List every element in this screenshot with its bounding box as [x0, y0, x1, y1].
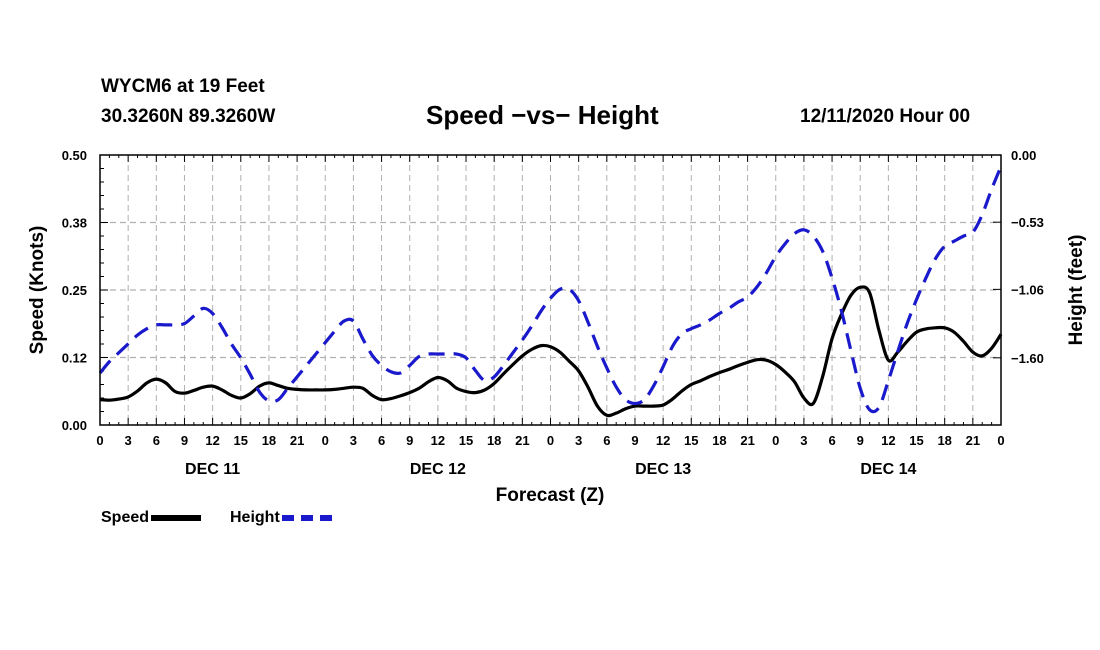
y-left-axis-title: Speed (Knots): [27, 226, 48, 355]
day-label: DEC 13: [635, 461, 691, 478]
x-tick-label: 9: [406, 433, 413, 448]
x-tick-label: 21: [966, 433, 980, 448]
legend-speed: Speed: [101, 509, 202, 527]
day-label: DEC 14: [860, 461, 916, 478]
x-tick-label: 21: [740, 433, 754, 448]
x-tick-label: 18: [712, 433, 726, 448]
chart-title: Speed −vs− Height: [426, 100, 659, 130]
coordinates-label: 30.3260N 89.3260W: [101, 106, 276, 127]
series-line-height: [98, 165, 1003, 414]
x-tick-label: 9: [631, 433, 638, 448]
forecast-datetime: 12/11/2020 Hour 00: [800, 106, 971, 127]
legend-speed-label: Speed: [101, 509, 150, 526]
x-tick-label: 15: [459, 433, 473, 448]
x-tick-label: 0: [322, 433, 329, 448]
station-label: WYCM6 at 19 Feet: [101, 76, 265, 97]
x-tick-label: 6: [603, 433, 610, 448]
x-tick-label: 12: [881, 433, 895, 448]
x-tick-label: 6: [153, 433, 160, 448]
series-line-speed: [99, 285, 1003, 418]
x-tick-label: 3: [350, 433, 357, 448]
x-tick-label: 9: [181, 433, 188, 448]
y-left-tick-label: 0.12: [62, 351, 87, 366]
x-tick-label: 12: [656, 433, 670, 448]
y-left-tick-label: 0.25: [62, 283, 87, 298]
y-right-tick-label: 0.00: [1011, 148, 1036, 163]
legend-height-label: Height: [230, 509, 280, 526]
x-tick-label: 18: [262, 433, 276, 448]
y-right-tick-label: −1.60: [1011, 351, 1044, 366]
y-left-tick-label: 0.00: [62, 418, 87, 433]
legend-speed-swatch: [151, 515, 202, 521]
y-right-tick-label: −1.06: [1011, 282, 1044, 297]
x-tick-label: 18: [487, 433, 501, 448]
x-tick-label: 0: [997, 433, 1004, 448]
x-tick-label: 12: [205, 433, 219, 448]
x-tick-label: 0: [772, 433, 779, 448]
legend-height-swatch: [281, 515, 332, 521]
x-tick-label: 21: [290, 433, 304, 448]
x-tick-label: 12: [431, 433, 445, 448]
x-tick-label: 3: [575, 433, 582, 448]
x-tick-label: 3: [800, 433, 807, 448]
x-tick-label: 9: [857, 433, 864, 448]
x-tick-label: 15: [684, 433, 698, 448]
plot-frame: [99, 154, 1002, 426]
x-tick-label: 0: [96, 433, 103, 448]
day-label: DEC 11: [185, 461, 240, 478]
y-left-tick-label: 0.38: [62, 216, 87, 231]
x-tick-label: 15: [234, 433, 248, 448]
x-tick-label: 0: [547, 433, 554, 448]
x-tick-label: 6: [828, 433, 835, 448]
x-tick-label: 6: [378, 433, 385, 448]
x-tick-label: 15: [909, 433, 923, 448]
x-tick-label: 3: [125, 433, 132, 448]
x-axis-title: Forecast (Z): [496, 485, 605, 506]
y-right-tick-label: −0.53: [1011, 215, 1044, 230]
day-label: DEC 12: [410, 461, 466, 478]
y-right-axis-title: Height (feet): [1066, 235, 1087, 346]
legend-height: Height: [230, 509, 332, 527]
y-left-tick-label: 0.50: [62, 148, 87, 163]
x-tick-label: 21: [515, 433, 529, 448]
x-tick-label: 18: [937, 433, 951, 448]
